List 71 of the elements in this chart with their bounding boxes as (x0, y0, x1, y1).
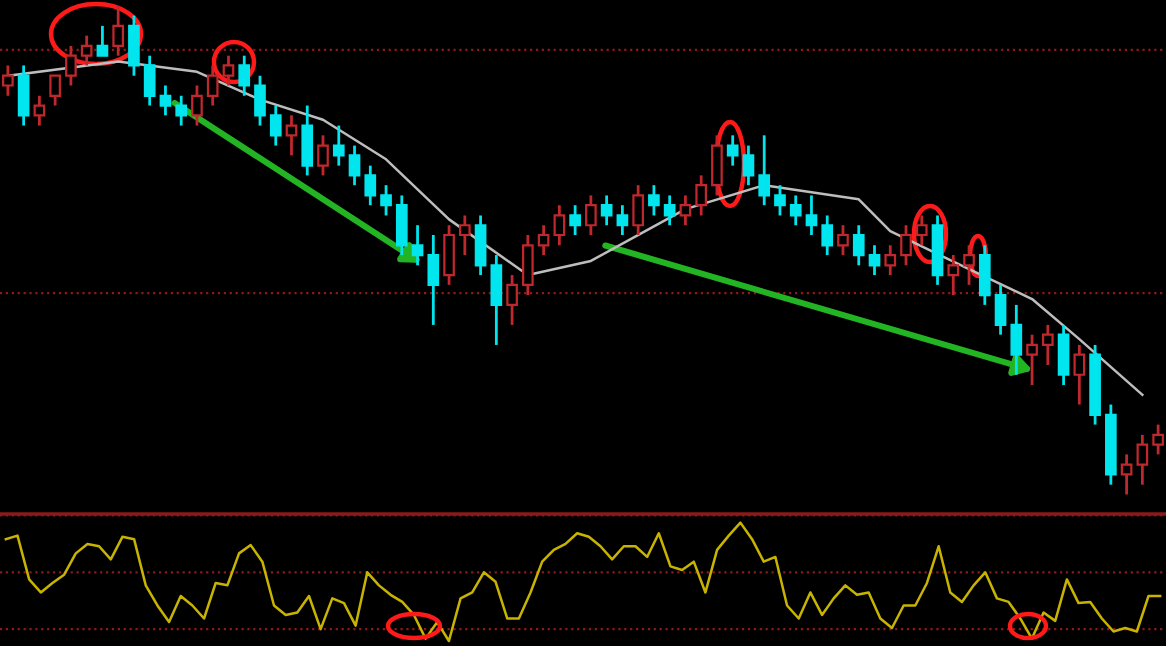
candlestick (1152, 423, 1164, 456)
candlestick (443, 223, 455, 287)
candlestick (317, 133, 329, 177)
candlestick (1120, 453, 1133, 496)
candlestick (364, 164, 377, 207)
candlestick (222, 54, 235, 87)
candlestick (380, 183, 392, 217)
candlestick (49, 74, 61, 107)
candlestick (33, 94, 46, 127)
candlestick (17, 64, 30, 127)
candlestick (254, 74, 266, 127)
candlestick (490, 253, 503, 347)
candlestick (522, 233, 534, 297)
candlestick (269, 104, 282, 147)
candlestick (663, 194, 676, 227)
candlestick (128, 14, 140, 78)
candlestick (632, 183, 644, 237)
candlestick (1041, 323, 1054, 367)
candlestick (1073, 343, 1086, 406)
candlestick (191, 84, 203, 127)
candlestick (774, 183, 786, 217)
candlestick (553, 203, 566, 247)
candlestick (1010, 303, 1023, 377)
candlestick (206, 64, 219, 107)
candlestick (600, 194, 613, 227)
candlestick (994, 283, 1007, 337)
candlestick (711, 133, 723, 197)
candlestick (868, 243, 881, 277)
candlestick (679, 194, 692, 227)
candlestick (585, 194, 597, 237)
candlestick (821, 214, 834, 257)
candlestick (80, 34, 93, 67)
candlestick (143, 54, 156, 107)
candlestick (915, 214, 928, 247)
candlestick (427, 233, 440, 327)
candlestick (569, 203, 581, 237)
candlestick (301, 104, 314, 177)
candlestick (884, 243, 897, 277)
candlestick (616, 203, 629, 237)
candlestick (458, 214, 471, 257)
candlestick (506, 273, 518, 327)
candlestick (96, 24, 109, 58)
candlestick (742, 144, 755, 187)
candlestick (537, 223, 550, 257)
candlestick (758, 133, 771, 207)
candlestick (1057, 323, 1070, 387)
candlestick (963, 243, 975, 287)
candlestick (112, 4, 125, 58)
candlestick (332, 124, 345, 168)
candlestick (805, 194, 818, 237)
candlestick (348, 144, 361, 187)
candlestick (175, 94, 188, 127)
candlestick (2, 64, 14, 98)
candlestick (900, 223, 912, 267)
candlestick (238, 54, 251, 98)
candlestick (65, 44, 77, 87)
candlestick (726, 133, 739, 168)
candlestick (1136, 433, 1149, 487)
candlestick (395, 194, 408, 257)
candlestick (947, 253, 960, 297)
candlestick (852, 223, 865, 267)
candlestick (978, 243, 991, 307)
candlestick (285, 113, 298, 157)
candlestick (474, 214, 487, 277)
candlestick (411, 223, 424, 267)
candlestick (1026, 333, 1038, 387)
candlestick (648, 183, 660, 217)
candlestick (837, 223, 849, 257)
candlestick (695, 174, 708, 217)
candlestick (159, 84, 172, 117)
candlestick (789, 194, 802, 227)
